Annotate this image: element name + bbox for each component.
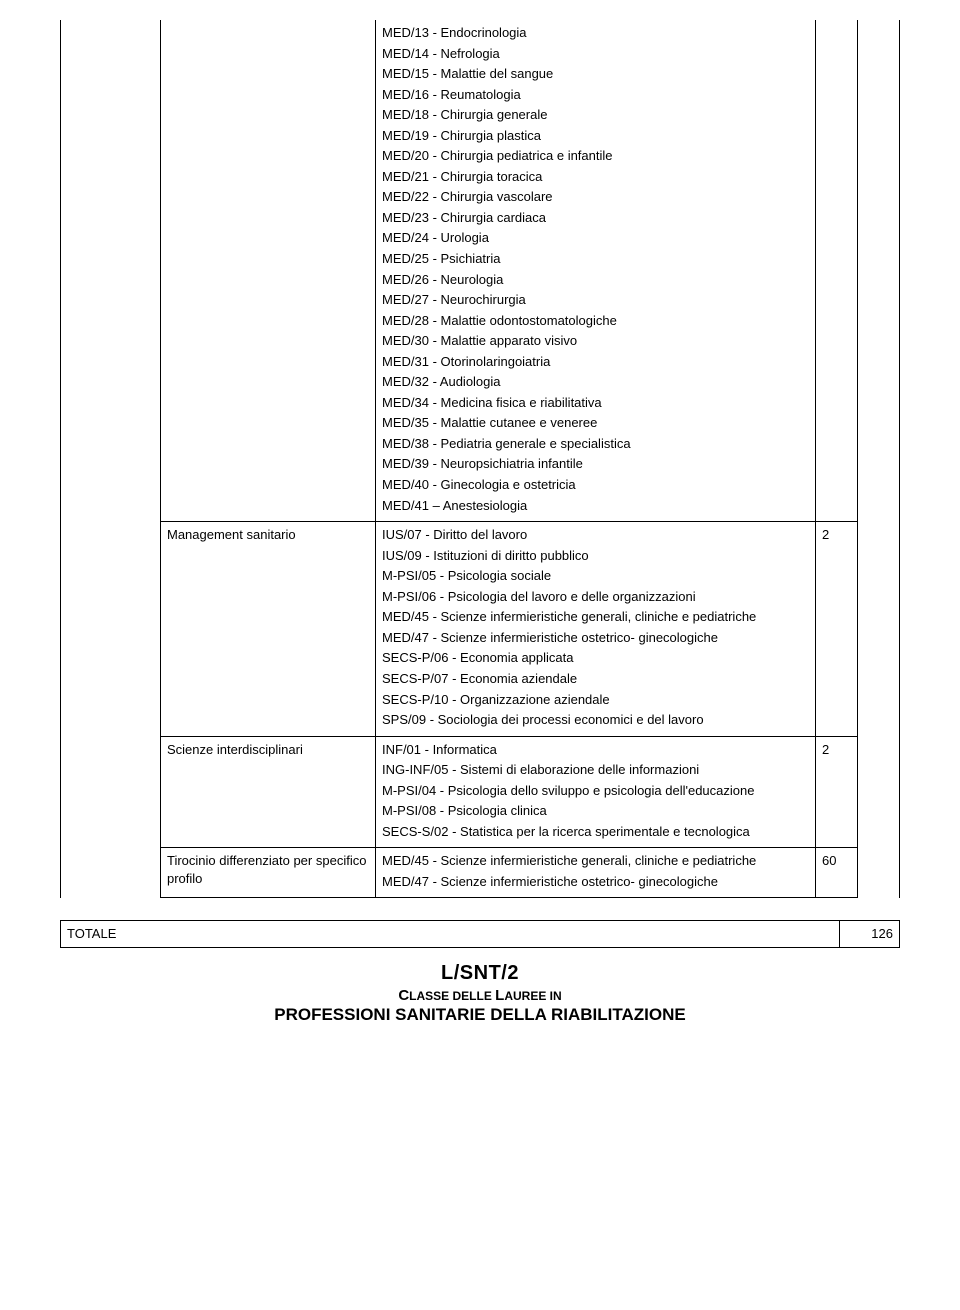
subject-item: SPS/09 - Sociologia dei processi economi… — [382, 711, 809, 729]
spacer — [60, 898, 900, 920]
page-container: MED/13 - Endocrinologia MED/14 - Nefrolo… — [0, 0, 960, 1025]
subject-item: SECS-P/06 - Economia applicata — [382, 649, 809, 667]
subject-item: M-PSI/05 - Psicologia sociale — [382, 567, 809, 585]
subject-item: MED/27 - Neurochirurgia — [382, 291, 809, 309]
subject-item: MED/30 - Malattie apparato visivo — [382, 332, 809, 350]
footer-code: L/SNT/2 — [60, 962, 900, 985]
right-gutter-cell — [858, 20, 900, 898]
subject-item: MED/31 - Otorinolaringoiatria — [382, 353, 809, 371]
subject-item: MED/18 - Chirurgia generale — [382, 106, 809, 124]
footer-classe: CLASSE DELLE LAUREE IN — [60, 987, 900, 1004]
subjects-cell: MED/45 - Scienze infermieristiche genera… — [376, 848, 816, 898]
subject-item: MED/26 - Neurologia — [382, 271, 809, 289]
label-cell-empty — [161, 20, 376, 522]
subject-item: MED/13 - Endocrinologia — [382, 24, 809, 42]
table-row: Tirocinio differenziato per specifico pr… — [61, 848, 900, 898]
table-row: Management sanitario IUS/07 - Diritto de… — [61, 522, 900, 736]
subject-item: MED/38 - Pediatria generale e specialist… — [382, 435, 809, 453]
credit-cell-empty — [816, 20, 858, 522]
subject-item: IUS/09 - Istituzioni di diritto pubblico — [382, 547, 809, 565]
credit-cell: 60 — [816, 848, 858, 898]
table-row: MED/13 - Endocrinologia MED/14 - Nefrolo… — [61, 20, 900, 522]
subject-item: SECS-P/07 - Economia aziendale — [382, 670, 809, 688]
subject-item: M-PSI/06 - Psicologia del lavoro e delle… — [382, 588, 809, 606]
subject-item: MED/45 - Scienze infermieristiche genera… — [382, 608, 809, 626]
subject-item: MED/20 - Chirurgia pediatrica e infantil… — [382, 147, 809, 165]
subject-item: MED/47 - Scienze infermieristiche ostetr… — [382, 629, 809, 647]
curriculum-table: MED/13 - Endocrinologia MED/14 - Nefrolo… — [60, 20, 900, 898]
subject-item: MED/47 - Scienze infermieristiche ostetr… — [382, 873, 809, 891]
subject-item: MED/22 - Chirurgia vascolare — [382, 188, 809, 206]
subjects-cell: INF/01 - Informatica ING-INF/05 - Sistem… — [376, 736, 816, 848]
subject-item: MED/14 - Nefrologia — [382, 45, 809, 63]
subject-item: MED/41 – Anestesiologia — [382, 497, 809, 515]
subject-item: MED/15 - Malattie del sangue — [382, 65, 809, 83]
subjects-cell: MED/13 - Endocrinologia MED/14 - Nefrolo… — [376, 20, 816, 522]
left-gutter-cell — [61, 20, 161, 898]
subject-item: MED/23 - Chirurgia cardiaca — [382, 209, 809, 227]
subject-item: MED/25 - Psichiatria — [382, 250, 809, 268]
subject-item: M-PSI/04 - Psicologia dello sviluppo e p… — [382, 782, 809, 800]
subject-item: MED/40 - Ginecologia e ostetricia — [382, 476, 809, 494]
label-cell: Tirocinio differenziato per specifico pr… — [161, 848, 376, 898]
totale-value: 126 — [840, 921, 900, 948]
subject-item: INF/01 - Informatica — [382, 741, 809, 759]
subject-item: MED/24 - Urologia — [382, 229, 809, 247]
credit-cell: 2 — [816, 736, 858, 848]
subject-item: MED/19 - Chirurgia plastica — [382, 127, 809, 145]
subjects-cell: IUS/07 - Diritto del lavoro IUS/09 - Ist… — [376, 522, 816, 736]
subject-item: M-PSI/08 - Psicologia clinica — [382, 802, 809, 820]
footer-professioni: PROFESSIONI SANITARIE DELLA RIABILITAZIO… — [60, 1005, 900, 1025]
totale-table: TOTALE 126 — [60, 920, 900, 948]
subject-item: ING-INF/05 - Sistemi di elaborazione del… — [382, 761, 809, 779]
subject-item: MED/28 - Malattie odontostomatologiche — [382, 312, 809, 330]
credit-cell: 2 — [816, 522, 858, 736]
totale-label: TOTALE — [61, 921, 840, 948]
subject-item: MED/35 - Malattie cutanee e veneree — [382, 414, 809, 432]
subject-item: MED/16 - Reumatologia — [382, 86, 809, 104]
label-cell: Management sanitario — [161, 522, 376, 736]
subject-item: MED/34 - Medicina fisica e riabilitativa — [382, 394, 809, 412]
table-row: Scienze interdisciplinari INF/01 - Infor… — [61, 736, 900, 848]
subject-item: MED/45 - Scienze infermieristiche genera… — [382, 852, 809, 870]
label-cell: Scienze interdisciplinari — [161, 736, 376, 848]
subject-item: MED/39 - Neuropsichiatria infantile — [382, 455, 809, 473]
subject-item: SECS-P/10 - Organizzazione aziendale — [382, 691, 809, 709]
subject-item: MED/32 - Audiologia — [382, 373, 809, 391]
footer: L/SNT/2 CLASSE DELLE LAUREE IN PROFESSIO… — [60, 962, 900, 1025]
subject-item: IUS/07 - Diritto del lavoro — [382, 526, 809, 544]
totale-row: TOTALE 126 — [61, 921, 900, 948]
subject-item: MED/21 - Chirurgia toracica — [382, 168, 809, 186]
subject-item: SECS-S/02 - Statistica per la ricerca sp… — [382, 823, 809, 841]
